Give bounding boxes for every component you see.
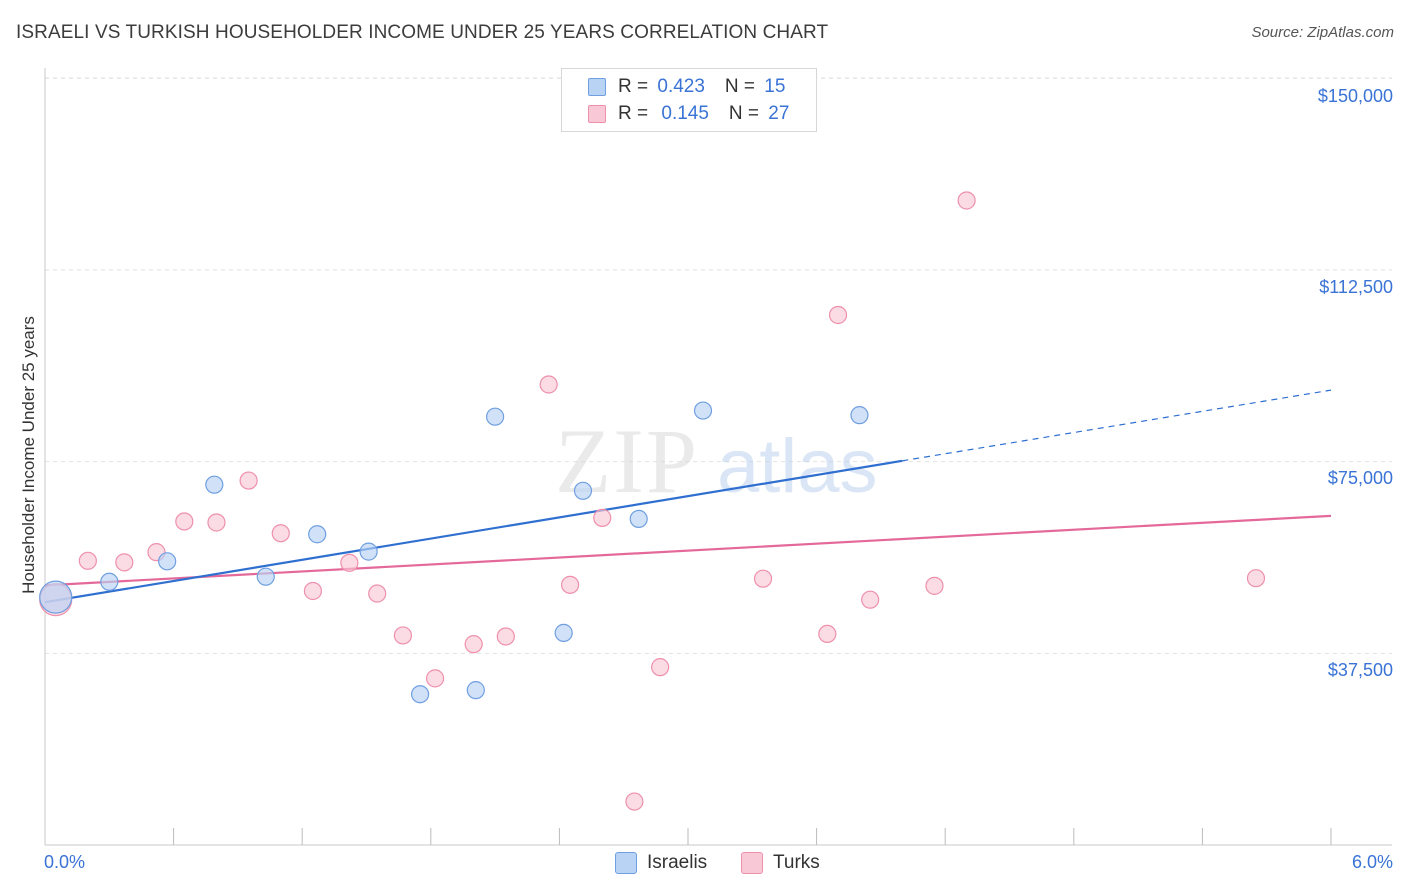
y-tick-label-150000: $150,000 [1317,86,1393,106]
watermark-atlas: atlas [717,424,878,509]
israelis-point-7 [359,542,378,561]
legend-row-israelis: R = 0.423 N = 15 [588,75,785,99]
turks-legend-label: Turks [773,852,820,873]
israelis-r-value: 0.423 [657,76,705,97]
turks-point-8 [271,524,290,543]
chart-title: ISRAELI VS TURKISH HOUSEHOLDER INCOME UN… [16,22,829,43]
israelis-trend-extension [902,389,1332,462]
israelis-point-3 [158,552,177,571]
israelis-legend-swatch [615,852,637,874]
data-points [39,191,1266,811]
y-tick-label-37500: $37,500 [1327,660,1393,680]
turks-point-19 [625,792,644,811]
turks-point-24 [861,590,880,609]
turks-r-value: 0.145 [661,103,709,124]
israelis-point-10 [486,407,505,426]
y-tick-label-112500: $112,500 [1319,277,1393,297]
israelis-point-4 [205,475,224,494]
turks-point-15 [496,627,515,646]
turks-point-18 [593,508,612,527]
bottom-legend-israelis: Israelis [615,852,707,874]
turks-legend-swatch [741,852,763,874]
bottom-legend-turks: Turks [741,852,820,874]
turks-point-9 [303,581,323,601]
israelis-n-value: 15 [764,76,786,97]
israelis-point-6 [308,525,327,544]
turks-point-22 [818,624,837,644]
x-tick-label-min: 0.0% [44,852,86,872]
turks-point-11 [368,584,387,603]
israelis-point-9 [466,681,485,700]
watermark: ZIP atlas [555,410,878,512]
x-tick-label-max: 6.0% [1351,852,1393,872]
israelis-legend-label: Israelis [647,852,708,873]
turks-point-7 [239,471,258,490]
turks-point-20 [651,658,670,677]
turks-swatch [588,105,606,123]
israelis-point-5 [256,567,275,586]
israelis-n-label: N = [724,76,761,97]
axes [44,68,1392,846]
turks-r-label: R = [618,103,654,124]
israelis-trend-line [44,459,903,604]
turks-point-3 [115,553,134,572]
israelis-swatch [588,78,606,96]
israelis-point-8 [410,685,430,704]
israelis-point-14 [693,401,713,420]
turks-point-10 [340,553,359,572]
turks-point-21 [753,569,773,588]
correlation-legend: R = 0.423 N = 15 R = 0.145 N = 27 [561,68,817,132]
israelis-point-2 [100,572,119,591]
turks-point-2 [78,551,97,570]
turks-point-13 [425,669,445,688]
israelis-point-11 [554,623,573,642]
turks-point-26 [957,191,976,210]
grid-lines [45,77,1392,654]
israelis-r-label: R = [618,76,654,97]
turks-point-27 [1246,569,1266,588]
israelis-point-1 [39,580,73,614]
turks-point-12 [393,626,413,645]
turks-point-5 [175,512,194,531]
turks-n-label: N = [728,103,765,124]
israelis-point-13 [629,509,648,529]
turks-point-16 [539,375,558,394]
israelis-point-12 [573,481,593,500]
turks-n-value: 27 [768,103,790,124]
y-tick-label-75000: $75,000 [1327,468,1393,488]
turks-point-6 [207,513,226,532]
turks-point-14 [464,635,483,654]
turks-point-23 [828,305,848,325]
legend-row-turks: R = 0.145 N = 27 [588,102,789,126]
turks-point-25 [925,576,944,595]
israelis-point-15 [850,406,869,425]
turks-trend-line [44,514,1332,587]
source-credit: Source: ZipAtlas.com [1251,24,1394,41]
turks-point-17 [561,575,580,594]
